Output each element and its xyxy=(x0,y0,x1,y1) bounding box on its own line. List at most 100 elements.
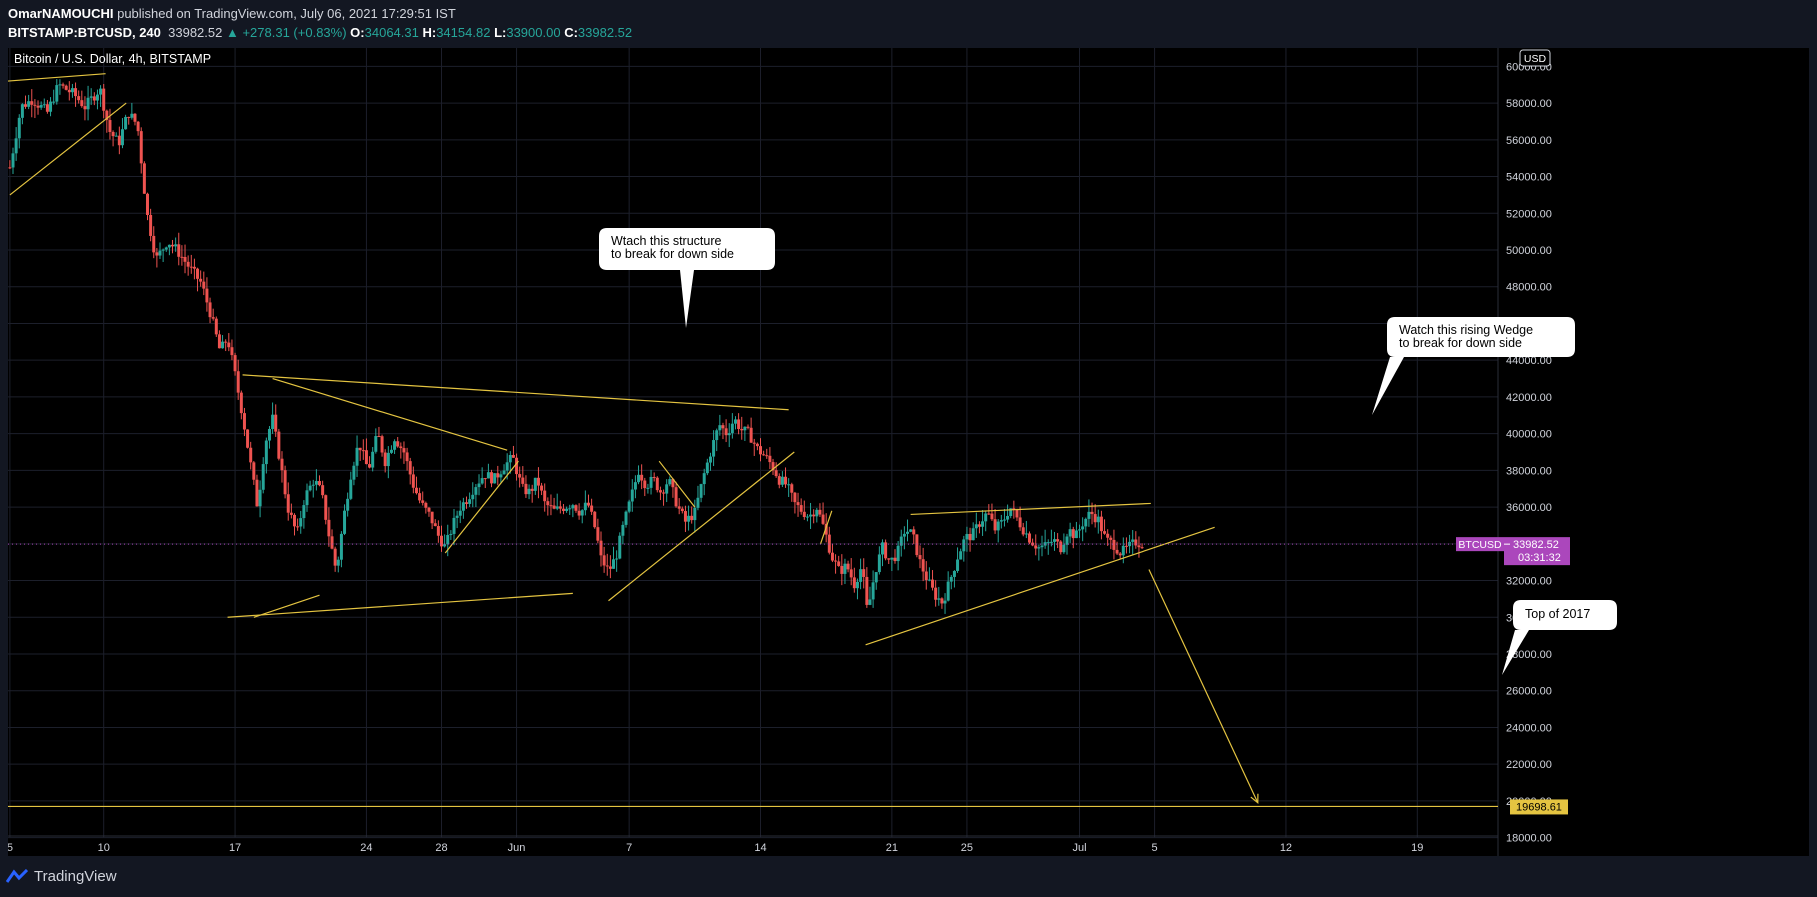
candle-body xyxy=(590,505,594,512)
candle-body xyxy=(58,84,62,86)
candle-body xyxy=(1115,549,1119,554)
price-tag-symbol-text: BTCUSD xyxy=(1458,539,1502,551)
candle-body xyxy=(843,563,847,574)
candle-body xyxy=(993,519,997,531)
candle-body xyxy=(674,487,678,507)
candle-body xyxy=(1040,545,1044,548)
candle-body xyxy=(102,88,106,111)
candle-body xyxy=(571,505,575,509)
candle-body xyxy=(718,425,722,431)
candle-body xyxy=(893,557,897,562)
candle-body xyxy=(721,425,725,429)
ohlc-bar: BITSTAMP:BTCUSD, 240 33982.52 ▲ +278.31 … xyxy=(8,25,632,40)
candle-body xyxy=(414,487,418,494)
candle-body xyxy=(705,462,709,474)
candle-body xyxy=(965,533,969,540)
trend-line xyxy=(253,594,320,618)
candle-body xyxy=(67,89,71,93)
candle-body xyxy=(533,477,537,491)
candle-body xyxy=(1093,514,1097,523)
candle-body xyxy=(364,450,368,465)
candle-body xyxy=(433,523,437,527)
price-tag-value: 33982.52 xyxy=(1513,539,1559,551)
candle-body xyxy=(83,106,87,110)
candle-body xyxy=(1134,539,1138,546)
candle-body xyxy=(252,462,256,480)
candle-body xyxy=(70,88,74,93)
candle-body xyxy=(852,577,856,589)
candle-body xyxy=(699,484,703,498)
candle-body xyxy=(780,476,784,485)
candle-body xyxy=(740,428,744,431)
candle-body xyxy=(120,129,124,146)
author-name[interactable]: OmarNAMOUCHI xyxy=(8,6,114,21)
candle-body xyxy=(161,249,165,251)
candle-body xyxy=(465,502,469,504)
brand-name: TradingView xyxy=(34,867,117,885)
candle-body xyxy=(730,423,734,434)
candle-body xyxy=(480,478,484,484)
candle-body xyxy=(311,484,315,486)
candle-body xyxy=(1128,541,1132,547)
candle-body xyxy=(1034,545,1038,549)
candle-body xyxy=(818,509,822,515)
candle-body xyxy=(52,101,56,103)
candle-body xyxy=(1071,529,1075,539)
candle-body xyxy=(249,447,253,463)
candle-body xyxy=(524,483,528,495)
chart-area[interactable]: 18000.0020000.0022000.0024000.0026000.00… xyxy=(7,48,1809,856)
candle-body xyxy=(224,341,228,343)
price-chart[interactable]: 18000.0020000.0022000.0024000.0026000.00… xyxy=(7,48,1809,856)
candle-body xyxy=(399,446,403,449)
y-tick-label: 38000.00 xyxy=(1506,465,1552,477)
candle-body xyxy=(136,121,140,132)
candle-body xyxy=(1137,545,1141,548)
trend-line xyxy=(242,374,789,411)
x-tick-label: 14 xyxy=(754,842,766,854)
candle-body xyxy=(974,524,978,529)
candle-body xyxy=(637,474,641,483)
candle-body xyxy=(677,506,681,509)
candle-body xyxy=(759,446,763,455)
candle-body xyxy=(802,511,806,517)
candle-body xyxy=(521,477,525,484)
candle-body xyxy=(443,544,447,547)
candle-body xyxy=(42,104,46,106)
candle-body xyxy=(765,455,769,457)
candle-body xyxy=(346,498,350,511)
candle-body xyxy=(912,529,916,535)
candle-body xyxy=(405,452,409,462)
trend-line xyxy=(658,460,696,508)
candle-body xyxy=(64,85,68,90)
candle-body xyxy=(349,479,353,499)
candle-body xyxy=(20,104,24,118)
candle-body xyxy=(586,502,590,506)
candle-body xyxy=(608,566,612,569)
currency-label: USD xyxy=(1524,53,1547,65)
candle-body xyxy=(977,524,981,527)
x-tick-label: Jul xyxy=(1072,842,1086,854)
candle-body xyxy=(1015,509,1019,518)
footer-brand[interactable]: TradingView xyxy=(6,863,117,889)
price-tag-countdown: 03:31:32 xyxy=(1518,552,1561,564)
level-tag-value: 19698.61 xyxy=(1516,801,1562,813)
candle-body xyxy=(430,511,434,524)
candle-body xyxy=(665,484,669,494)
candle-body xyxy=(1112,539,1116,550)
candle-body xyxy=(421,500,425,503)
candle-body xyxy=(790,484,794,493)
x-tick-label: 12 xyxy=(1280,842,1292,854)
candle-body xyxy=(183,257,187,262)
candle-body xyxy=(862,569,866,577)
candle-body xyxy=(164,247,168,250)
candle-body xyxy=(1081,526,1085,530)
candle-body xyxy=(1118,553,1122,556)
candle-body xyxy=(486,472,490,479)
candle-body xyxy=(827,534,831,553)
candle-body xyxy=(61,84,65,86)
candle-body xyxy=(408,461,412,475)
x-tick-label: 24 xyxy=(360,842,372,854)
candle-body xyxy=(1140,547,1144,549)
y-tick-label: 50000.00 xyxy=(1506,245,1552,257)
